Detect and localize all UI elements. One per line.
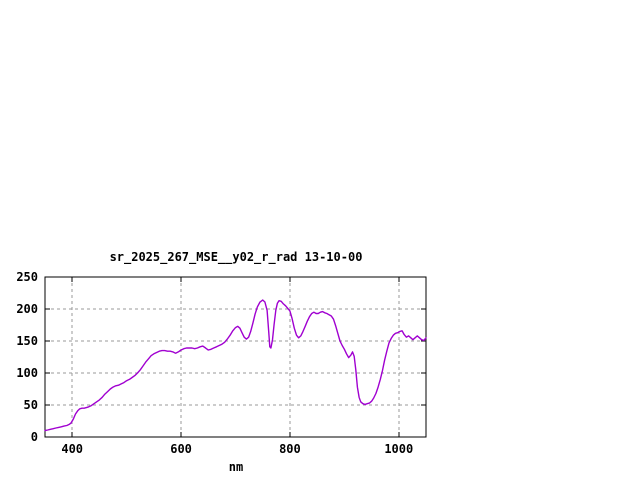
y-tick-label: 250 <box>16 270 38 284</box>
chart-title: sr_2025_267_MSE__y02_r_rad 13-10-00 <box>110 250 363 265</box>
y-tick-label: 150 <box>16 334 38 348</box>
x-tick-label: 1000 <box>384 442 413 456</box>
tick-label-layer: 400 600 800 1000 0 50 100 150 200 250 <box>16 270 413 456</box>
plot-border <box>44 276 427 438</box>
x-tick-label: 600 <box>170 442 192 456</box>
y-tick-label: 100 <box>16 366 38 380</box>
x-axis-label: nm <box>229 460 243 474</box>
series-layer <box>44 299 427 432</box>
x-tick-label: 400 <box>61 442 83 456</box>
y-tick-label: 0 <box>31 430 38 444</box>
axis-layer <box>44 276 427 438</box>
y-tick-label: 50 <box>24 398 38 412</box>
x-tick-label: 800 <box>279 442 301 456</box>
series-line <box>44 299 427 432</box>
grid-layer <box>45 277 426 437</box>
y-tick-label: 200 <box>16 302 38 316</box>
